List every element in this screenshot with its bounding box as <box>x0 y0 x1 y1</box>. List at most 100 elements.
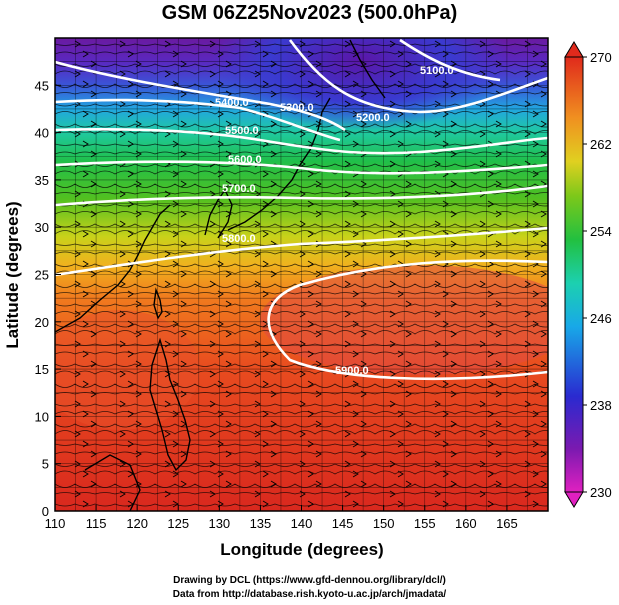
streamline-arrow <box>442 500 449 508</box>
streamline-arrow <box>119 250 126 258</box>
streamline-arrow <box>389 370 396 378</box>
streamline-arrow <box>307 380 314 388</box>
streamline-arrow <box>315 60 322 68</box>
streamline-arrow <box>524 400 531 408</box>
streamline-arrow <box>127 320 134 328</box>
streamline <box>55 43 548 46</box>
streamline-arrow <box>127 110 134 118</box>
streamline-arrow <box>479 340 486 348</box>
streamline-arrow <box>442 50 449 58</box>
y-tick-label: 20 <box>35 315 49 330</box>
streamline-arrow <box>262 470 269 478</box>
streamline-arrow <box>540 270 547 278</box>
streamline-arrow <box>487 200 494 208</box>
streamline-arrow <box>487 80 494 88</box>
streamline-arrow <box>270 120 277 128</box>
streamline-arrow <box>225 360 232 368</box>
streamline-arrow <box>487 380 494 388</box>
streamline-arrow <box>389 130 396 138</box>
streamline <box>55 303 548 307</box>
streamline-arrow <box>434 100 441 108</box>
streamline <box>55 443 548 446</box>
streamline-arrow <box>405 240 412 248</box>
streamline-arrow <box>360 360 367 368</box>
streamline-arrow <box>307 170 314 178</box>
streamline-arrow <box>315 300 322 308</box>
streamline-arrow <box>442 380 449 388</box>
streamline-arrow <box>164 70 171 78</box>
streamline-arrow <box>360 60 367 68</box>
streamline-arrow <box>217 470 224 478</box>
streamline <box>55 51 548 55</box>
colorbar-max-arrow <box>564 41 584 58</box>
streamline-arrow <box>450 60 457 68</box>
streamline-arrow <box>172 410 179 418</box>
streamline-arrow <box>209 220 216 228</box>
streamline-arrow <box>119 430 126 438</box>
streamline-arrow <box>119 310 126 318</box>
streamline-arrow <box>389 280 396 288</box>
streamline-arrow <box>135 120 142 128</box>
contour-5200 <box>288 39 548 114</box>
streamline <box>55 143 548 146</box>
streamline-arrow <box>135 90 142 98</box>
streamline-arrow <box>217 140 224 148</box>
streamline-arrow <box>135 240 142 248</box>
x-tick-label: 120 <box>126 516 148 531</box>
streamline-arrow <box>360 390 367 398</box>
streamline <box>55 92 548 95</box>
streamline-arrow <box>172 500 179 508</box>
streamline-arrow <box>315 390 322 398</box>
x-tick-label: 150 <box>373 516 395 531</box>
streamline-arrow <box>74 70 81 78</box>
streamline-arrow <box>540 420 547 428</box>
streamline-arrow <box>164 460 171 468</box>
streamline <box>55 183 548 188</box>
streamline-arrow <box>127 170 134 178</box>
streamline-arrow <box>487 350 494 358</box>
streamline-arrow <box>270 210 277 218</box>
streamline-arrow <box>82 80 89 88</box>
colorbar-tick-label: 230 <box>590 485 612 500</box>
streamline-arrow <box>360 90 367 98</box>
contour-5900 <box>267 259 548 381</box>
streamline <box>55 283 548 288</box>
streamline-arrow <box>487 470 494 478</box>
streamline-arrow <box>479 160 486 168</box>
streamline-arrow <box>209 310 216 318</box>
streamline <box>55 151 548 155</box>
streamline <box>55 70 548 75</box>
streamline-arrow <box>479 370 486 378</box>
streamline-arrow <box>172 50 179 58</box>
streamline <box>55 451 548 455</box>
streamline-arrow <box>299 100 306 108</box>
streamline-arrow <box>82 50 89 58</box>
streamline-arrow <box>495 420 502 428</box>
streamline-arrow <box>82 140 89 148</box>
streamline-arrow <box>82 350 89 358</box>
streamline-arrow <box>315 150 322 158</box>
streamline-arrow <box>90 60 97 68</box>
streamline-arrow <box>119 280 126 288</box>
streamline-arrow <box>217 380 224 388</box>
streamline-arrow <box>316 510 317 511</box>
streamline-arrow <box>164 280 171 288</box>
streamline-arrow <box>315 420 322 428</box>
streamline-arrow <box>532 470 539 478</box>
streamline-arrow <box>405 390 412 398</box>
streamline-arrow <box>352 470 359 478</box>
streamline-arrow <box>434 310 441 318</box>
streamline-arrow <box>479 310 486 318</box>
streamline-arrow <box>352 500 359 508</box>
streamline-arrow <box>450 240 457 248</box>
colorbar-tick-label: 238 <box>590 398 612 413</box>
streamline <box>55 392 548 395</box>
streamline-arrow <box>397 440 404 448</box>
streamline-arrow <box>127 290 134 298</box>
streamline-arrow <box>172 230 179 238</box>
streamline-arrow <box>119 370 126 378</box>
streamline <box>55 343 548 346</box>
contour-5300 <box>55 60 346 132</box>
streamline-arrow <box>450 180 457 188</box>
